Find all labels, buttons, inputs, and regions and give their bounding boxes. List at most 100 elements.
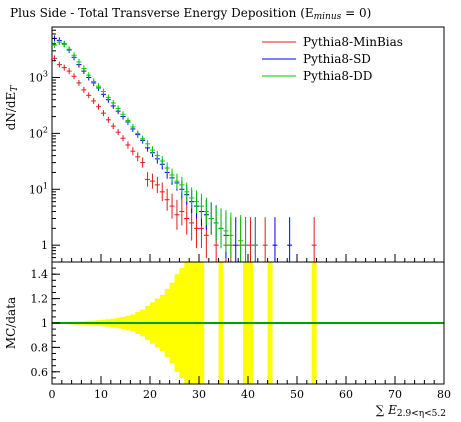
data-point: [135, 152, 141, 162]
data-point: [233, 217, 239, 262]
data-point: [115, 129, 121, 136]
legend-item: Pythia8-DD: [262, 69, 372, 83]
data-point: [110, 123, 116, 130]
data-point: [76, 79, 82, 86]
ratio-y-tick-label: 0.8: [31, 341, 49, 354]
data-point: [213, 205, 219, 241]
data-point: [86, 92, 92, 99]
data-point: [105, 116, 111, 123]
data-point: [287, 217, 293, 262]
data-point: [159, 182, 165, 202]
legend-label: Pythia8-MinBias: [303, 35, 403, 49]
data-point: [164, 188, 170, 211]
data-point: [140, 157, 146, 168]
data-point: [71, 52, 77, 59]
x-tick-label: 40: [241, 388, 255, 401]
data-point: [179, 197, 185, 226]
y-tick-label: 102: [29, 125, 48, 140]
data-point: [252, 217, 258, 262]
x-tick-label: 80: [437, 388, 451, 401]
data-point: [243, 217, 249, 262]
legend-label: Pythia8-DD: [303, 69, 372, 83]
data-point: [184, 202, 190, 235]
data-point: [105, 94, 111, 101]
data-point: [100, 110, 106, 117]
data-point: [71, 73, 77, 80]
data-point: [189, 187, 195, 209]
data-point: [61, 41, 67, 48]
data-point: [149, 173, 155, 189]
data-point: [61, 64, 67, 71]
legend-label: Pythia8-SD: [303, 52, 371, 66]
x-tick-label: 50: [290, 388, 304, 401]
data-point: [56, 61, 62, 68]
x-tick-label: 70: [388, 388, 402, 401]
data-point: [169, 193, 175, 219]
data-point: [184, 182, 190, 202]
data-point: [238, 215, 244, 262]
data-point: [91, 78, 97, 85]
data-point: [164, 162, 170, 174]
data-point: [179, 176, 185, 193]
data-point: [130, 147, 136, 156]
data-point: [56, 39, 62, 46]
data-point: [96, 103, 102, 110]
y-tick-label: 101: [29, 181, 48, 196]
ratio-y-tick-label: 1: [41, 317, 48, 330]
data-point: [311, 217, 317, 262]
data-point: [125, 117, 131, 124]
data-point: [145, 172, 151, 187]
data-point: [203, 197, 209, 226]
ratio-y-tick-label: 1.4: [31, 268, 49, 281]
data-point: [86, 72, 92, 79]
data-point: [130, 124, 136, 131]
data-point: [115, 105, 121, 112]
data-point: [66, 68, 72, 75]
data-point: [140, 135, 146, 142]
data-point: [120, 111, 126, 118]
data-point: [149, 146, 155, 155]
y-tick-label: 103: [29, 69, 48, 84]
data-point: [174, 173, 180, 189]
legend-item: Pythia8-SD: [262, 52, 371, 66]
data-point: [110, 99, 116, 106]
data-point: [154, 176, 160, 193]
data-point: [159, 156, 165, 166]
data-point: [51, 42, 57, 49]
legend-item: Pythia8-MinBias: [262, 35, 403, 49]
y-axis-label-main: dN/dET: [4, 85, 20, 131]
data-point: [91, 97, 97, 104]
data-point: [272, 217, 278, 262]
data-point: [154, 151, 160, 161]
data-point: [247, 217, 253, 262]
data-point: [66, 46, 72, 53]
x-tick-label: 10: [94, 388, 108, 401]
y-tick-label: 1: [41, 239, 48, 252]
ratio-y-tick-label: 0.6: [31, 366, 49, 379]
data-point: [96, 83, 102, 90]
data-point: [100, 88, 106, 95]
x-axis-label: ∑ E2.9<η<5.2: [376, 403, 446, 419]
data-point: [198, 193, 204, 219]
data-point: [223, 210, 229, 252]
ratio-y-tick-label: 1.2: [31, 293, 49, 306]
data-point: [262, 217, 268, 262]
main-frame: [51, 26, 445, 263]
data-point: [145, 140, 151, 148]
data-point: [174, 199, 180, 230]
data-point: [228, 212, 234, 259]
x-tick-label: 30: [192, 388, 206, 401]
data-point: [169, 168, 175, 182]
x-tick-label: 0: [49, 388, 56, 401]
data-point: [218, 208, 224, 249]
legend: Pythia8-MinBias Pythia8-SD Pythia8-DD: [262, 35, 403, 83]
data-point: [81, 86, 87, 93]
x-tick-label: 60: [339, 388, 353, 401]
data-point: [194, 190, 200, 214]
y-axis-label-ratio: MC/data: [4, 297, 18, 349]
data-point: [120, 135, 126, 142]
data-point: [208, 202, 214, 235]
chart-title: Plus Side - Total Transverse Energy Depo…: [10, 6, 371, 22]
